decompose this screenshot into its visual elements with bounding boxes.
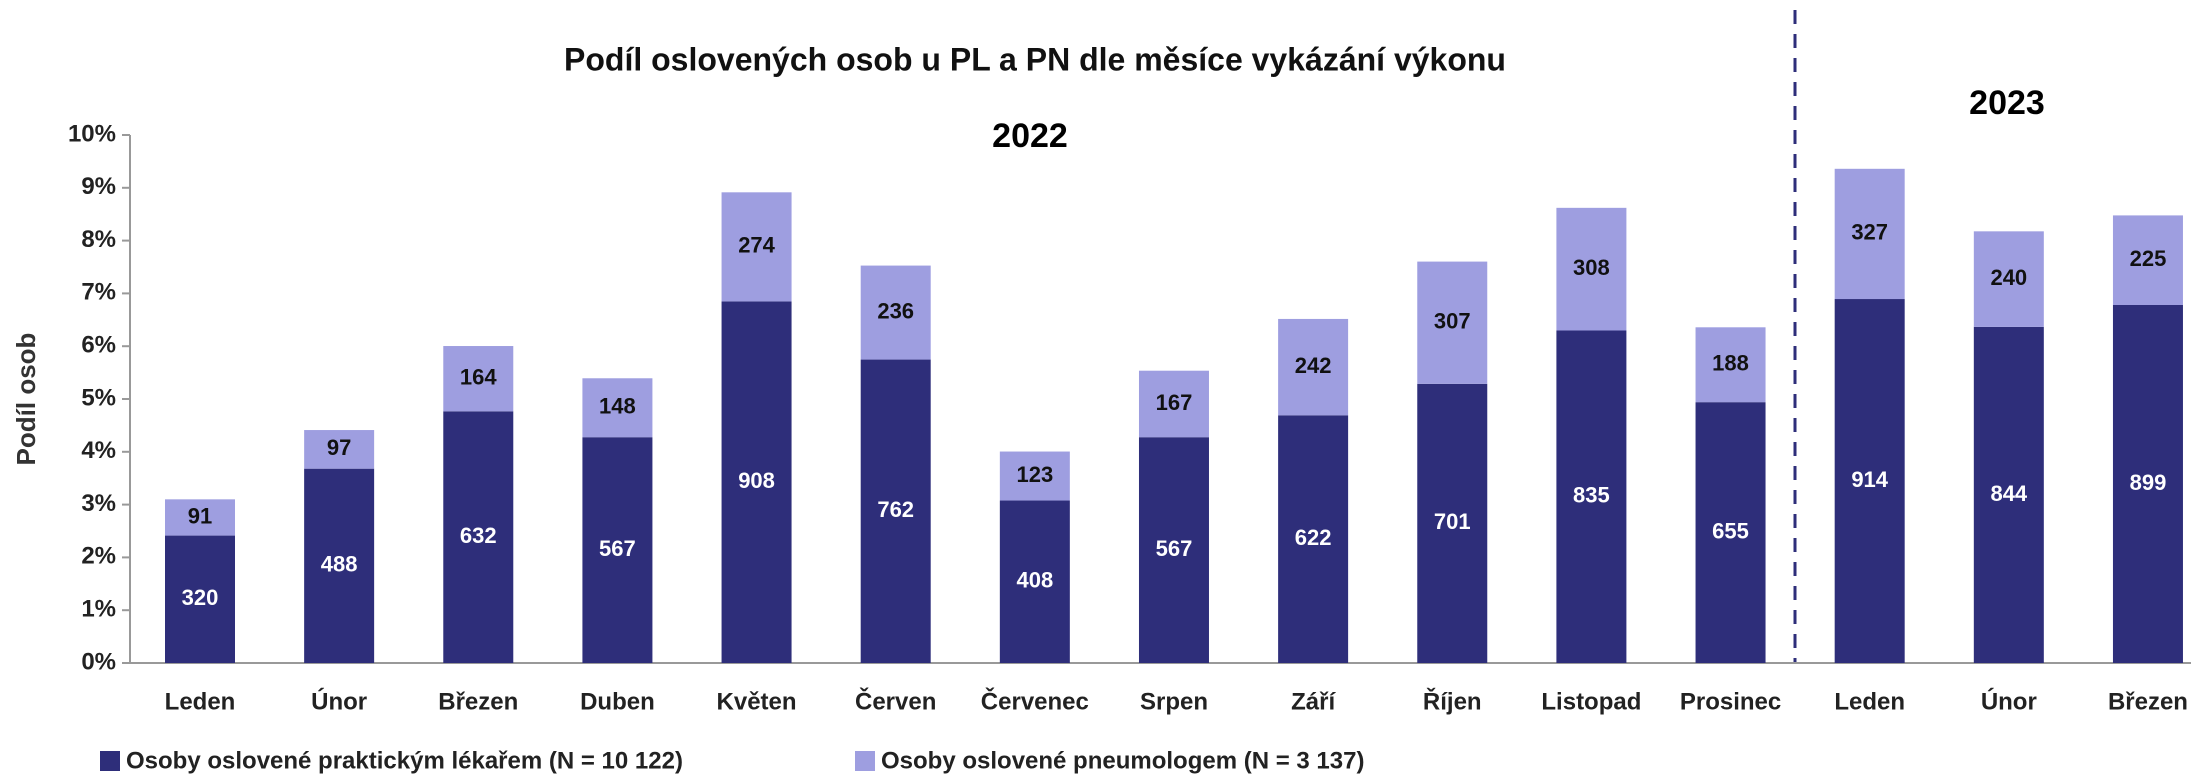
data-label: 236 [877,298,914,323]
x-tick-label: Leden [165,688,236,715]
data-label: 123 [1016,462,1053,487]
data-label: 167 [1156,390,1193,415]
x-tick-label: Srpen [1140,688,1208,715]
data-label: 908 [738,468,775,493]
bar-segment [1138,370,1209,438]
x-tick-label: Duben [580,688,655,715]
y-tick-label: 2% [81,543,116,570]
bar-segment [165,535,235,663]
bar-segment [860,359,931,663]
data-label: 701 [1434,509,1471,534]
chart-title: Podíl oslovených osob u PL a PN dle měsí… [564,41,1506,77]
data-label: 408 [1016,568,1053,593]
data-label: 655 [1712,518,1749,543]
bar-segment [721,301,792,663]
y-tick-label: 0% [81,648,116,675]
x-tick-label: Březen [2108,688,2188,715]
y-tick-label: 4% [81,437,116,464]
y-tick-label: 7% [81,279,116,306]
x-tick-label: Únor [311,687,367,715]
data-label: 188 [1712,351,1749,376]
bar-segment [1278,318,1349,416]
legend-label: Osoby oslovené praktickým lékařem (N = 1… [126,747,683,774]
data-label: 327 [1851,220,1888,245]
legend-swatch [855,751,875,771]
data-label: 320 [182,585,219,610]
x-tick-label: Prosinec [1680,688,1781,715]
data-label: 97 [327,435,351,460]
bar-segment [999,500,1070,663]
data-label: 567 [599,536,636,561]
bar-segment [443,411,514,663]
bar-segment [1556,207,1627,331]
legend-label: Osoby oslovené pneumologem (N = 3 137) [881,747,1364,774]
data-label: 164 [460,364,497,389]
annotation: 2022 [992,117,1068,155]
data-label: 762 [877,497,914,522]
data-label: 242 [1295,353,1332,378]
bar-segment [165,499,235,536]
bar-segment [1973,326,2044,663]
data-label: 567 [1156,536,1193,561]
data-label: 622 [1295,525,1332,550]
bar-segment [721,192,792,302]
bar-segment [1556,330,1627,663]
y-tick-label: 9% [81,173,116,200]
data-label: 148 [599,394,636,419]
bar-segment [1417,383,1488,663]
bar-segment [2112,305,2183,663]
bar-segment [860,265,931,360]
bar-segment [1138,437,1209,663]
annotation: 2023 [1969,84,2045,122]
data-label: 308 [1573,255,1610,280]
bar-segment [2112,215,2183,306]
y-tick-label: 6% [81,332,116,359]
bar-segment [1695,402,1766,663]
x-tick-label: Únor [1981,687,2037,715]
y-tick-label: 10% [68,120,116,147]
legend-swatch [100,751,120,771]
x-tick-label: Červen [855,687,936,715]
data-label: 844 [1990,481,2027,506]
data-label: 225 [2130,246,2167,271]
data-label: 488 [321,552,358,577]
bar-segment [1417,261,1488,384]
bar-segment [1834,168,1905,300]
y-tick-label: 8% [81,226,116,253]
y-tick-label: 3% [81,490,116,517]
x-tick-label: Leden [1834,688,1905,715]
bar-segment [1834,299,1905,663]
data-label: 914 [1851,467,1888,492]
data-label: 899 [2130,470,2167,495]
x-tick-label: Září [1291,688,1336,715]
x-tick-label: Červenec [981,687,1089,715]
x-tick-label: Květen [717,688,797,715]
data-label: 240 [1990,265,2027,290]
bar-segment [1695,327,1766,403]
bar-segment [582,437,653,663]
bar-segment [304,430,375,469]
bar-segment [1278,415,1349,663]
bar-segment [999,451,1070,501]
bar-segment [582,378,653,438]
bar-segment [443,346,514,412]
data-label: 835 [1573,483,1610,508]
x-tick-label: Říjen [1423,687,1482,715]
bar-segment [1973,231,2044,327]
x-tick-label: Březen [438,688,518,715]
y-tick-label: 1% [81,596,116,623]
data-label: 274 [738,233,775,258]
x-tick-label: Listopad [1541,688,1641,715]
y-axis-label: Podíl osob [11,333,41,466]
bar-segment [304,468,375,663]
data-label: 632 [460,523,497,548]
y-tick-label: 5% [81,384,116,411]
data-label: 307 [1434,309,1471,334]
data-label: 91 [188,503,212,528]
